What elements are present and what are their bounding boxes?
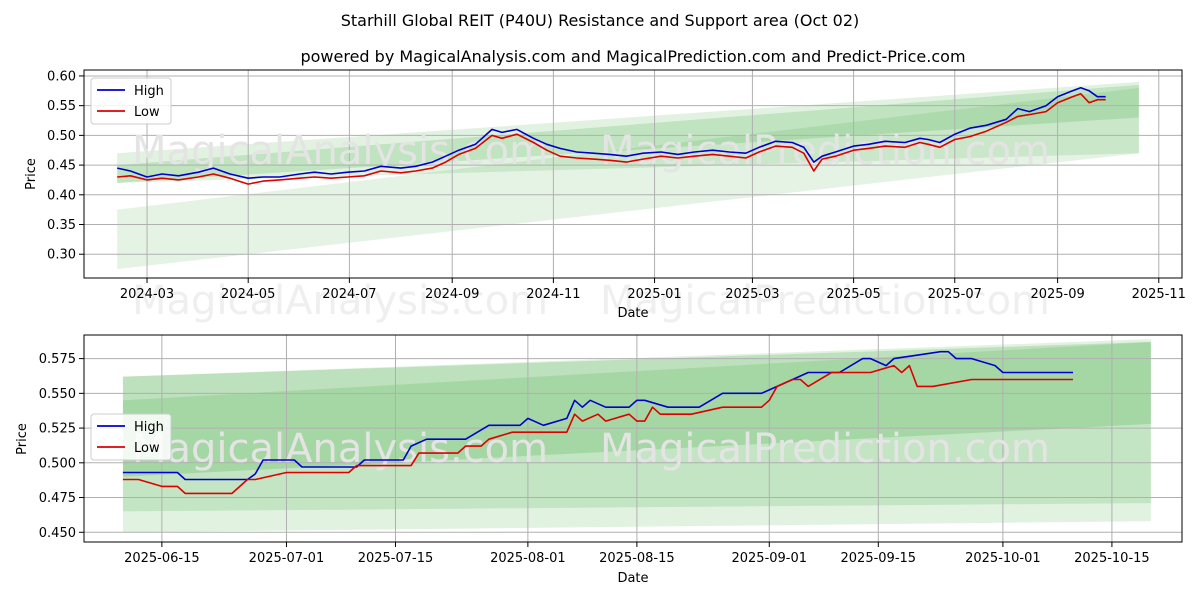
bottom-series (122, 350, 1073, 495)
top-legend-label-high: High (134, 84, 164, 99)
bottom-y-tick-label: 0.475 (39, 491, 76, 506)
top-axes-frame (83, 69, 1183, 279)
mid-watermark-analysis: MagicalAnalysis.com (132, 278, 548, 324)
bottom-x-axis-label: Date (617, 571, 648, 586)
top-x-tick-label: 2025-07 (928, 287, 982, 302)
top-x-ticks: 2024-03 2024-05 2024-07 2024-09 2024-11 2025-… (120, 278, 1186, 302)
bottom-x-tick-label: 2025-10-15 (1074, 551, 1150, 566)
top-x-tick-label: 2024-03 (120, 287, 174, 302)
bottom-x-tick-label: 2025-08-15 (599, 551, 675, 566)
top-x-tick-label: 2025-01 (627, 287, 681, 302)
bottom-x-tick-label: 2025-09-01 (731, 551, 807, 566)
top-support-resistance-bands (117, 81, 1139, 270)
bottom-x-ticks: 2025-06-15 2025-07-01 2025-07-15 2025-08-01… (124, 542, 1150, 566)
top-x-tick-label: 2024-05 (221, 287, 275, 302)
bottom-grid (84, 335, 1182, 542)
bottom-x-tick-label: 2025-10-01 (965, 551, 1041, 566)
top-high-line (117, 87, 1106, 179)
top-y-tick-label: 0.35 (47, 218, 76, 233)
bottom-y-tick-label: 0.550 (39, 387, 76, 402)
bottom-y-tick-label: 0.450 (39, 526, 76, 541)
top-x-tick-label: 2025-03 (725, 287, 779, 302)
chart-title: Starhill Global REIT (P40U) Resistance a… (341, 11, 860, 30)
top-x-tick-label: 2024-11 (526, 287, 580, 302)
top-x-tick-label: 2025-11 (1132, 287, 1186, 302)
top-y-tick-label: 0.50 (47, 129, 76, 144)
bottom-x-tick-label: 2025-07-15 (358, 551, 434, 566)
bottom-watermark-analysis: MagicalAnalysis.com (132, 426, 548, 472)
top-x-tick-label: 2025-09 (1030, 287, 1084, 302)
mid-watermark-prediction: MagicalPrediction.com (600, 278, 1050, 324)
top-y-tick-label: 0.60 (47, 69, 76, 84)
bottom-y-tick-label: 0.500 (39, 456, 76, 471)
top-x-tick-label: 2024-07 (322, 287, 376, 302)
bottom-legend-label-low: Low (134, 441, 160, 456)
top-x-axis-label: Date (617, 306, 648, 321)
top-band-2 (117, 81, 1139, 183)
bottom-x-tick-label: 2025-09-15 (841, 551, 917, 566)
bottom-y-ticks: 0.450 0.475 0.500 0.525 0.550 0.575 (39, 352, 84, 541)
chart-subtitle: powered by MagicalAnalysis.com and Magic… (300, 47, 965, 66)
top-y-tick-label: 0.40 (47, 188, 76, 203)
top-chart-panel: MagicalAnalysis.com MagicalPrediction.co… (24, 69, 1186, 324)
bottom-axes-frame (83, 334, 1183, 543)
top-y-axis-label: Price (24, 158, 39, 190)
bottom-y-tick-label: 0.525 (39, 422, 76, 437)
bottom-y-tick-label: 0.575 (39, 352, 76, 367)
top-y-ticks: 0.30 0.35 0.40 0.45 0.50 0.55 0.60 (47, 69, 84, 263)
top-low-line (117, 93, 1106, 185)
bottom-x-tick-label: 2025-06-15 (124, 551, 200, 566)
bottom-watermark-prediction: MagicalPrediction.com (600, 426, 1050, 472)
bottom-chart-panel: MagicalAnalysis.com MagicalPrediction.co… (15, 334, 1183, 586)
top-x-tick-label: 2025-05 (826, 287, 880, 302)
bottom-legend: High Low (90, 413, 172, 461)
bottom-legend-label-high: High (134, 420, 164, 435)
bottom-low-line (122, 364, 1073, 495)
top-grid (84, 70, 1182, 278)
bottom-x-tick-label: 2025-08-01 (490, 551, 566, 566)
top-watermark-analysis: MagicalAnalysis.com (132, 128, 548, 174)
bottom-high-line (122, 350, 1073, 481)
bottom-x-tick-label: 2025-07-01 (249, 551, 325, 566)
top-band-1 (117, 87, 1139, 270)
top-y-tick-label: 0.55 (47, 99, 76, 114)
top-x-tick-label: 2024-09 (425, 287, 479, 302)
top-y-tick-label: 0.30 (47, 248, 76, 263)
bottom-y-axis-label: Price (15, 423, 30, 455)
top-legend-label-low: Low (134, 105, 160, 120)
top-legend: High Low (90, 77, 172, 125)
top-series (117, 87, 1106, 185)
top-band-3 (117, 84, 1139, 183)
top-watermark-prediction: MagicalPrediction.com (600, 128, 1050, 174)
top-y-tick-label: 0.45 (47, 159, 76, 174)
